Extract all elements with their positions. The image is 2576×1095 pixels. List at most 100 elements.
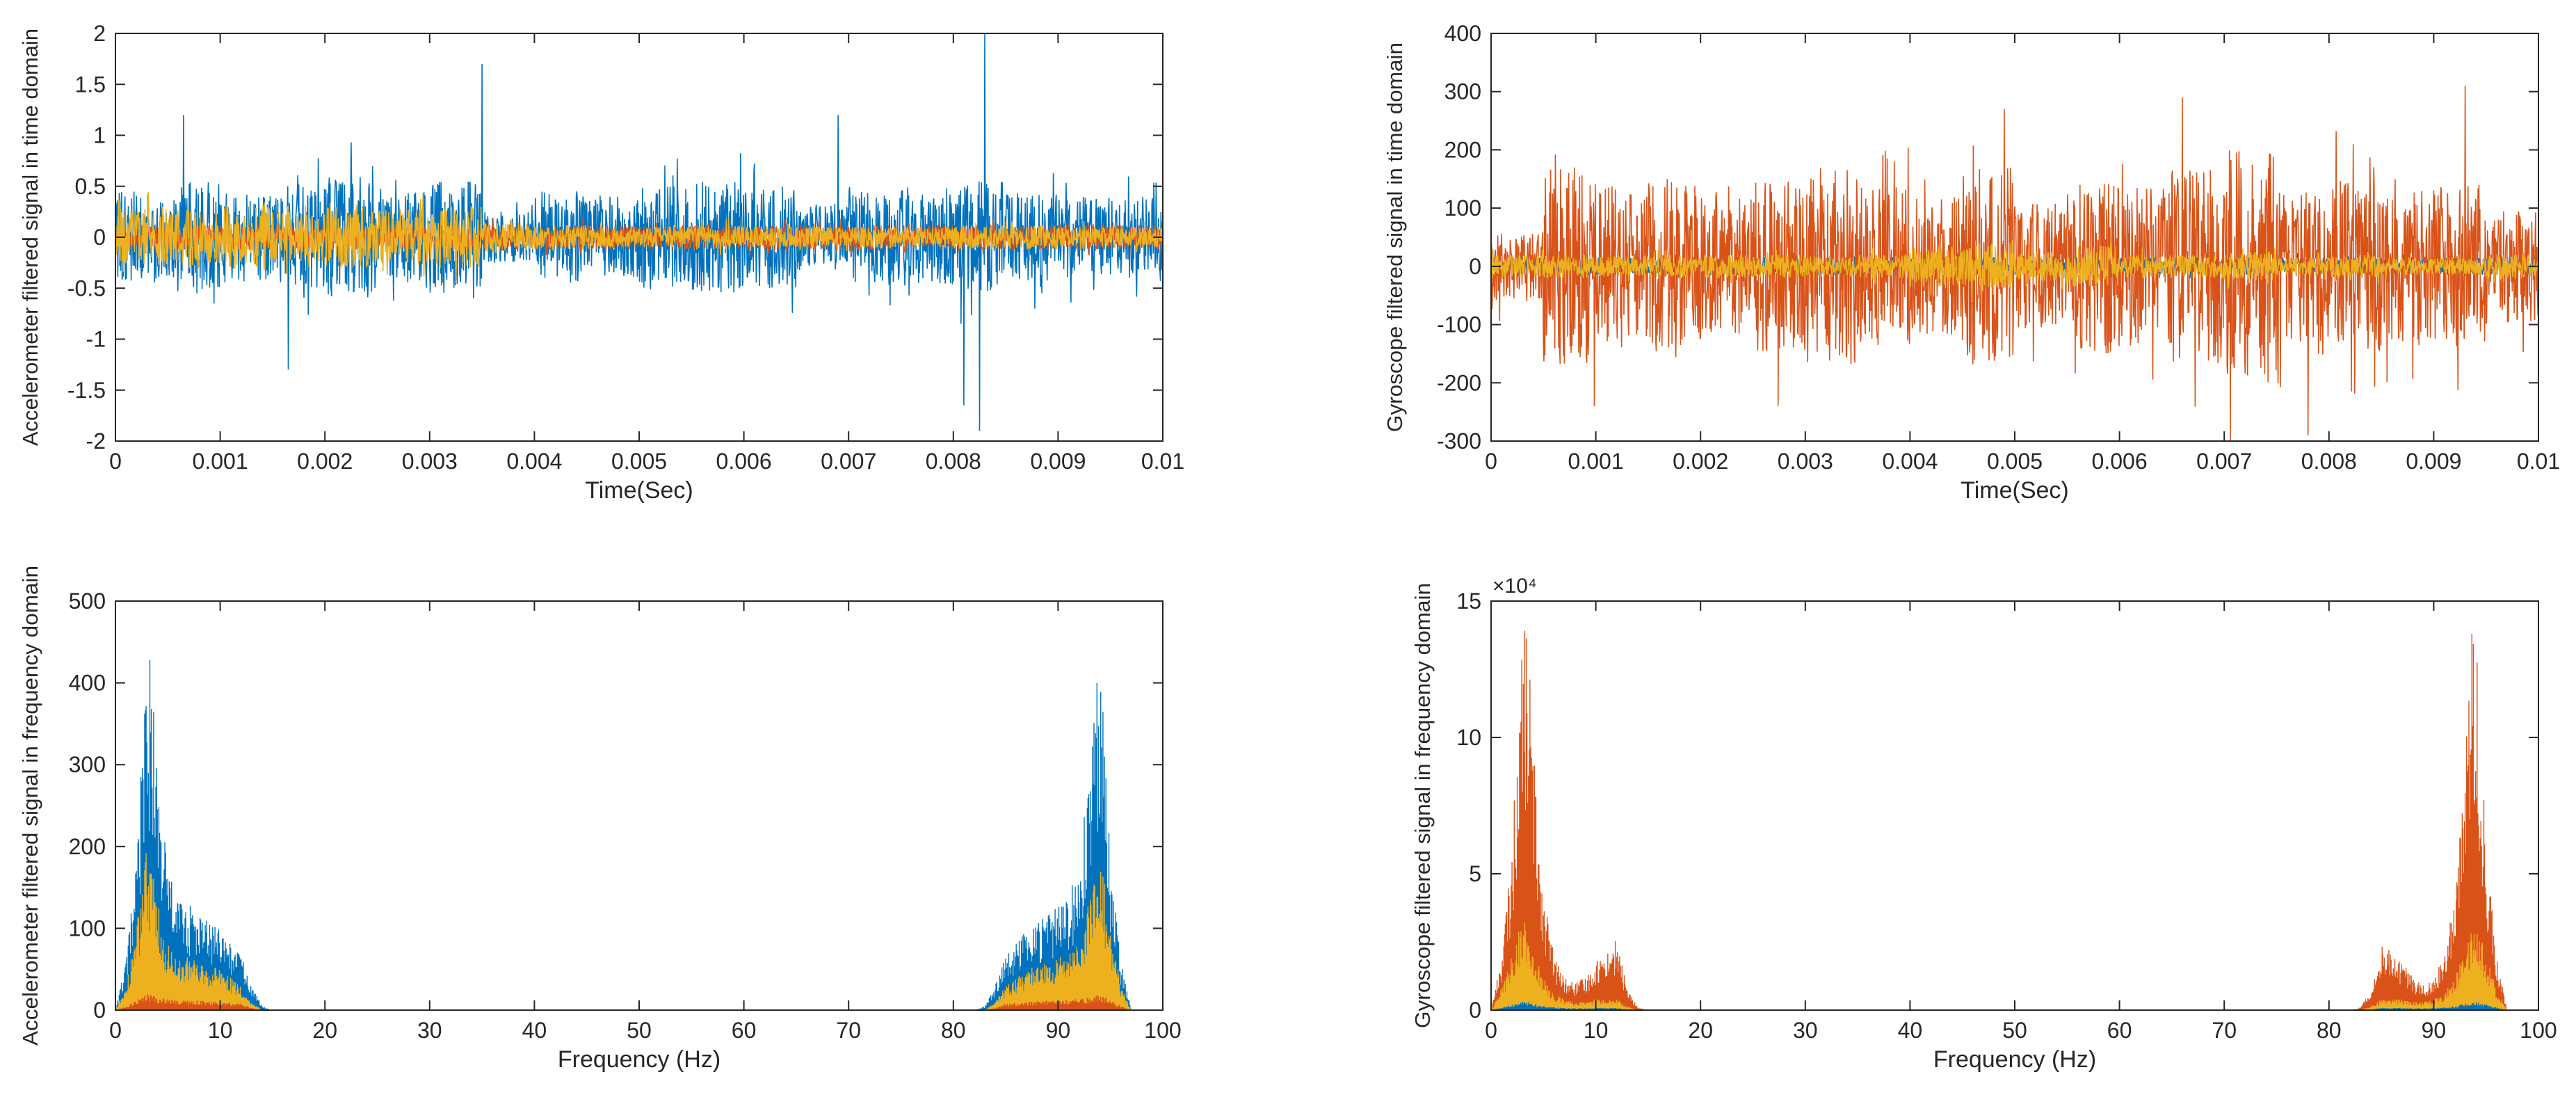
- accel-freq-series-blue: [115, 660, 1132, 1010]
- panel-gyro-time: 0 0.001 0.002 0.003 0.004 0.005 0.006 0.007 0.00…: [1383, 21, 2560, 504]
- accel-freq-x-tick-label: 0: [109, 1018, 122, 1043]
- gyro-time-x-tick-label: 0: [1485, 449, 1497, 474]
- accel-freq-x-tick-label: 20: [312, 1018, 337, 1043]
- gyro-freq-ticks: 0 10 20 30 40 50 60 70 80 90 100 0 5 10 15: [1456, 589, 2557, 1043]
- accel-time-ticks: 0 0.001 0.002 0.003 0.004 0.005 0.006 0.007 0.00…: [67, 21, 1184, 474]
- accel-freq-series: [115, 660, 1132, 1010]
- gyro-freq-x-tick-label: 20: [1688, 1018, 1713, 1043]
- gyro-freq-x-tick-label: 50: [2002, 1018, 2027, 1043]
- accel-freq-x-label: Frequency (Hz): [558, 1046, 721, 1073]
- gyro-freq-x-tick-label: 40: [1898, 1018, 1923, 1043]
- gyro-time-x-tick-label: 0.008: [2301, 449, 2357, 474]
- gyro-time-x-tick-label: 0.006: [2092, 449, 2148, 474]
- accel-freq-y-tick-label: 0: [93, 998, 106, 1023]
- accel-freq-x-tick-label: 80: [941, 1018, 966, 1043]
- gyro-time-y-tick-label: 100: [1444, 195, 1481, 221]
- accel-freq-y-tick-label: 200: [69, 834, 106, 859]
- accel-freq-y-tick-label: 300: [69, 752, 106, 777]
- accel-time-y-tick-label: -0.5: [67, 275, 106, 301]
- accel-freq-y-tick-label: 500: [69, 589, 106, 614]
- gyro-time-y-label: Gyroscope filtered signal in time domain: [1383, 42, 1407, 432]
- gyro-freq-x-label: Frequency (Hz): [1933, 1046, 2096, 1073]
- accel-time-x-tick-label: 0: [109, 449, 122, 474]
- accel-freq-series-yellow: [115, 853, 1132, 1010]
- accel-freq-x-tick-label: 60: [732, 1018, 757, 1043]
- gyro-time-x-tick-label: 0.007: [2196, 449, 2252, 474]
- accel-freq-y-tick-label: 400: [69, 671, 106, 696]
- accel-time-y-tick-label: 0.5: [75, 174, 106, 199]
- accel-time-series: [115, 33, 1164, 431]
- gyro-freq-x-tick-label: 0: [1485, 1018, 1497, 1043]
- accel-time-y-tick-label: 0: [93, 225, 106, 250]
- accel-freq-x-tick-label: 100: [1144, 1018, 1181, 1043]
- gyro-freq-y-label: Gyroscope filtered signal in frequency d…: [1410, 583, 1435, 1028]
- accel-freq-ticks: 0 10 20 30 40 50 60 70 80 90 100 0 100 200 300 400 500: [69, 589, 1182, 1043]
- accel-time-x-tick-label: 0.007: [821, 449, 876, 474]
- accel-time-x-tick-label: 0.004: [506, 449, 562, 474]
- accel-freq-y-label: Accelerometer filtered signal in frequen…: [18, 566, 42, 1046]
- gyro-time-y-tick-label: 200: [1444, 137, 1481, 162]
- gyro-time-x-tick-label: 0.004: [1882, 449, 1938, 474]
- gyro-freq-x-tick-label: 30: [1793, 1018, 1818, 1043]
- gyro-freq-x-tick-label: 80: [2317, 1018, 2342, 1043]
- gyro-time-y-tick-label: -100: [1437, 312, 1481, 337]
- accel-time-y-tick-label: 2: [93, 21, 106, 46]
- gyro-time-y-tick-label: 300: [1444, 79, 1481, 104]
- gyro-time-y-tick-label: -300: [1437, 429, 1481, 454]
- panel-accel-freq: 0 10 20 30 40 50 60 70 80 90 100 0 100 200 300 400 500 F…: [18, 566, 1182, 1073]
- gyro-time-series: [1490, 86, 2539, 442]
- accel-time-x-tick-label: 0.01: [1141, 449, 1184, 474]
- gyro-freq-series-orange: [1491, 630, 2507, 1010]
- gyro-freq-series-yellow: [1491, 922, 2507, 1010]
- gyro-time-x-tick-label: 0.005: [1987, 449, 2043, 474]
- accel-time-series-yellow: [115, 191, 1164, 284]
- gyro-time-series-yellow: [1490, 238, 2539, 303]
- gyro-time-y-tick-label: 0: [1469, 254, 1481, 279]
- gyro-freq-x-tick-label: 60: [2107, 1018, 2132, 1043]
- accel-freq-x-tick-label: 10: [208, 1018, 233, 1043]
- gyro-freq-x-tick-label: 90: [2422, 1018, 2447, 1043]
- gyro-freq-y-tick-label: 5: [1469, 861, 1481, 886]
- gyro-time-x-tick-label: 0.01: [2517, 449, 2560, 474]
- gyro-time-y-tick-label: -200: [1437, 370, 1481, 395]
- accel-freq-x-tick-label: 70: [836, 1018, 861, 1043]
- accel-time-x-label: Time(Sec): [585, 477, 693, 504]
- gyro-freq-axes-box: [1490, 600, 2539, 1011]
- gyro-time-x-tick-label: 0.002: [1673, 449, 1728, 474]
- gyro-time-ticks: 0 0.001 0.002 0.003 0.004 0.005 0.006 0.007 0.00…: [1437, 21, 2560, 474]
- gyro-freq-y-tick-label: 15: [1456, 589, 1481, 614]
- accel-freq-x-tick-label: 90: [1046, 1018, 1071, 1043]
- gyro-freq-exponent-label: ×10⁴: [1492, 575, 1537, 598]
- accel-freq-x-tick-label: 50: [627, 1018, 652, 1043]
- accel-time-x-tick-label: 0.005: [611, 449, 667, 474]
- accel-time-y-tick-label: -1: [86, 327, 106, 352]
- gyro-freq-y-tick-label: 0: [1469, 998, 1481, 1023]
- gyro-time-x-tick-label: 0.003: [1778, 449, 1833, 474]
- accel-time-x-tick-label: 0.006: [716, 449, 772, 474]
- accel-time-x-tick-label: 0.002: [297, 449, 353, 474]
- accel-time-x-tick-label: 0.001: [193, 449, 248, 474]
- gyro-freq-x-tick-label: 70: [2212, 1018, 2237, 1043]
- accel-time-y-tick-label: -2: [86, 429, 106, 454]
- accel-freq-x-tick-label: 30: [417, 1018, 442, 1043]
- gyro-time-x-tick-label: 0.009: [2406, 449, 2461, 474]
- accel-time-y-label: Accelerometer filtered signal in time do…: [18, 29, 42, 446]
- accel-time-y-tick-label: -1.5: [67, 378, 106, 403]
- accel-freq-y-tick-label: 100: [69, 916, 106, 941]
- accel-time-y-tick-label: 1: [93, 123, 106, 148]
- accel-time-x-tick-label: 0.009: [1030, 449, 1086, 474]
- accel-time-y-tick-label: 1.5: [75, 72, 106, 97]
- gyro-freq-x-tick-label: 10: [1584, 1018, 1609, 1043]
- panel-accel-time: 0 0.001 0.002 0.003 0.004 0.005 0.006 0.007 0.00…: [18, 21, 1184, 504]
- gyro-time-x-tick-label: 0.001: [1568, 449, 1624, 474]
- accel-time-x-tick-label: 0.008: [926, 449, 981, 474]
- accel-time-x-tick-label: 0.003: [402, 449, 458, 474]
- gyro-freq-y-tick-label: 10: [1456, 725, 1481, 750]
- accel-freq-x-tick-label: 40: [522, 1018, 547, 1043]
- gyro-freq-series: [1491, 630, 2507, 1010]
- panel-gyro-freq: 0 10 20 30 40 50 60 70 80 90 100 0 5 10 15 ×10⁴ Freque…: [1410, 575, 2557, 1073]
- accel-freq-series-orange: [115, 993, 1132, 1010]
- accel-freq-axes-box: [115, 600, 1164, 1011]
- gyro-freq-x-tick-label: 100: [2520, 1018, 2557, 1043]
